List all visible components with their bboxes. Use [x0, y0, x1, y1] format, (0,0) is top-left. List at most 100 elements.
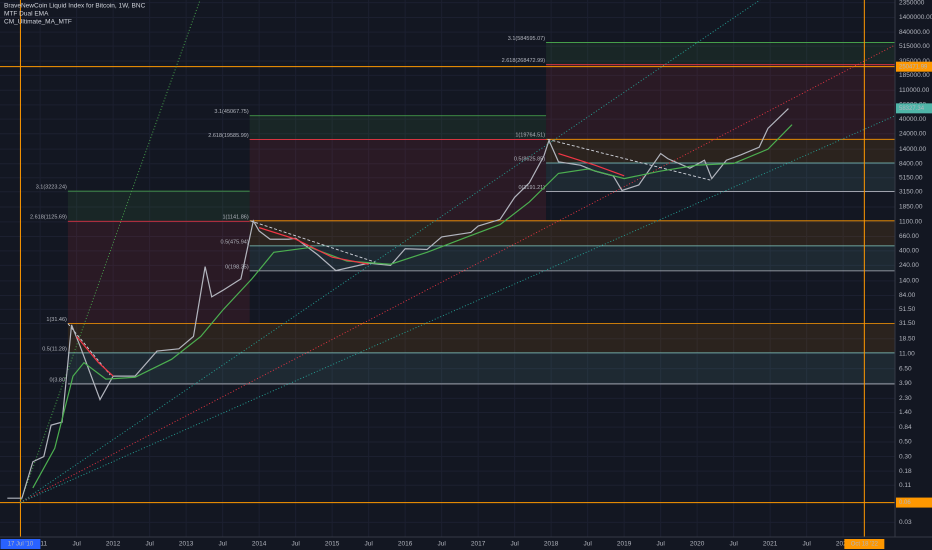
fib-label: 0(3.80)	[49, 377, 67, 383]
y-tick-label: 0.03	[899, 519, 912, 526]
fib-label: 3.1(584595.07)	[508, 36, 545, 42]
date-label: 17 Jul '10	[8, 542, 34, 548]
fib-label: 0(3191.21)	[518, 185, 545, 191]
x-tick-label: 2015	[325, 541, 340, 548]
x-tick-label: 2012	[106, 541, 121, 548]
price-label-box	[896, 497, 932, 508]
y-tick-label: 1850.00	[899, 204, 923, 211]
fib-label: 2.618(1125.69)	[30, 215, 67, 221]
fib-label: 3.1(45067.75)	[214, 109, 248, 115]
x-tick-label: 2020	[690, 541, 705, 548]
fib-label: 2.618(268472.99)	[502, 58, 546, 64]
x-tick-label: 2019	[617, 541, 632, 548]
y-tick-label: 840000.00	[899, 29, 930, 36]
y-tick-label: 3.90	[899, 380, 912, 387]
series-line	[7, 108, 789, 499]
y-tick-label: 305000.00	[899, 58, 930, 65]
fib-zone	[249, 220, 895, 246]
fib-zone	[67, 323, 895, 353]
y-tick-label: 6.50	[899, 365, 912, 372]
series-line	[76, 152, 625, 377]
y-tick-label: 1100.00	[899, 219, 922, 226]
x-tick-label: Jul	[218, 541, 227, 548]
y-tick-label: 660.00	[899, 233, 919, 240]
y-tick-label: 1.40	[899, 409, 912, 416]
x-tick-label: Jul	[292, 541, 301, 548]
fib-label: 0(198.35)	[225, 264, 249, 270]
x-tick-label: 2022	[836, 541, 851, 548]
y-tick-label: 185000.00	[899, 72, 930, 79]
fib-label: 1(31.46)	[46, 317, 67, 323]
x-tick-label: Jul	[657, 541, 666, 548]
fib-label: 1(1141.86)	[222, 214, 248, 220]
x-tick-label: Jul	[803, 541, 812, 548]
trendline	[20, 115, 895, 503]
fib-zone	[67, 191, 250, 222]
y-tick-label: 2.30	[899, 395, 912, 402]
y-tick-label: 40000.00	[899, 116, 926, 123]
y-tick-label: 515000.00	[899, 43, 930, 50]
price-label: 250471.99	[899, 64, 928, 70]
y-tick-label: 51.50	[899, 306, 916, 313]
x-tick-label: Jul	[511, 541, 520, 548]
fib-zone	[67, 352, 895, 384]
x-tick-label: 2021	[763, 541, 778, 548]
y-tick-label: 18.50	[899, 335, 916, 342]
x-tick-label: 2017	[471, 541, 486, 548]
fib-label: 2.618(19585.99)	[208, 133, 249, 139]
price-label-box	[896, 61, 932, 72]
plot-area: 0(3.80) 0.5(11.28) 1(31.46) 2.618(1125.69) 3…	[0, 0, 895, 537]
y-tick-label: 0.50	[899, 439, 912, 446]
indicator-name: CM_Ultimate_MA_MTF	[4, 19, 72, 26]
y-tick-label: 5150.00	[899, 174, 923, 181]
y-tick-label: 2350000	[899, 0, 925, 6]
trendline	[250, 220, 376, 263]
y-tick-label: 24000.00	[899, 130, 926, 137]
x-tick-label: Jul	[438, 541, 447, 548]
y-tick-label: 84.00	[899, 292, 916, 299]
x-tick-label: Jul	[365, 541, 374, 548]
y-tick-label: 31.50	[899, 320, 916, 327]
fib-label: 3.1(3223.24)	[36, 185, 67, 191]
fib-zone	[546, 42, 895, 65]
x-tick-label: Jul	[584, 541, 593, 548]
y-tick-label: 11.00	[899, 350, 915, 357]
y-tick-label: 1400000.00	[899, 14, 932, 21]
y-tick-label: 0.11	[899, 482, 912, 489]
series-line	[32, 124, 793, 489]
fib-zone	[249, 115, 547, 140]
price-label: 0.06	[899, 500, 911, 506]
y-tick-label: 140.00	[899, 278, 919, 285]
fib-label: 0.5(11.28)	[42, 346, 67, 352]
y-tick-label: 3150.00	[899, 189, 923, 196]
indicator-name: MTF Dual EMA	[4, 11, 49, 18]
y-tick-label: 0.30	[899, 453, 912, 460]
date-label: Oct 18 '22	[851, 542, 879, 548]
y-tick-label: 110000.00	[899, 87, 930, 94]
trendline	[20, 44, 895, 503]
price-label-box	[896, 103, 932, 114]
fib-label: 0.5(8625.85)	[514, 156, 545, 162]
x-tick-label: Jul	[145, 541, 154, 548]
y-tick-label: 14000.00	[899, 146, 926, 153]
x-tick-label: Jul	[72, 541, 81, 548]
y-tick-label: 400.00	[899, 248, 919, 255]
fib-zone	[249, 139, 547, 221]
trendline	[20, 0, 761, 503]
fib-zone	[546, 139, 895, 164]
x-tick-label: 2016	[398, 541, 413, 548]
y-tick-label: 8400.00	[899, 160, 923, 167]
price-label: 58327.34	[899, 106, 925, 112]
y-tick-label: 0.84	[899, 424, 912, 431]
trendline	[20, 0, 201, 503]
fib-zone	[546, 64, 895, 140]
fib-label: 1(19764.51)	[515, 133, 545, 139]
x-tick-label: Jul	[730, 541, 739, 548]
x-tick-label: 2018	[544, 541, 559, 548]
y-tick-label: 240.00	[899, 262, 919, 269]
date-label-box	[844, 539, 885, 549]
